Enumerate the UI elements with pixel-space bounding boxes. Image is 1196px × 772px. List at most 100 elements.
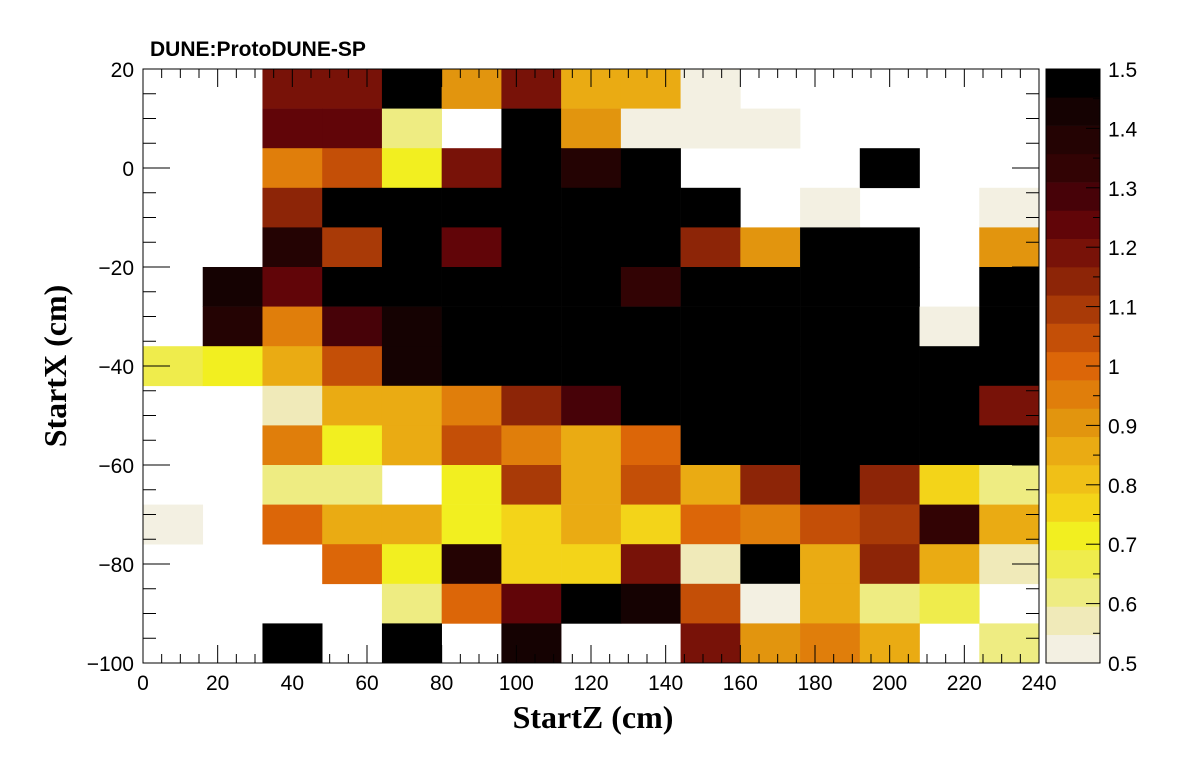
- heatmap-cell: [262, 108, 323, 149]
- heatmap-cell: [740, 108, 801, 149]
- heatmap-cell: [800, 187, 861, 228]
- heatmap-cell: [859, 385, 920, 426]
- heatmap-cell: [441, 187, 502, 228]
- color-scale-segment: [1046, 182, 1100, 211]
- heatmap-cell: [859, 227, 920, 268]
- heatmap-cell: [919, 385, 980, 426]
- heatmap-cell: [322, 504, 383, 545]
- heatmap-cell: [202, 346, 263, 387]
- heatmap-cell: [680, 544, 741, 585]
- heatmap-cell: [979, 187, 1040, 228]
- heatmap-cell: [561, 346, 622, 387]
- heatmap-cell: [441, 425, 502, 466]
- y-tick-label: −20: [98, 257, 134, 280]
- heatmap-cell: [262, 187, 323, 228]
- heatmap-cell: [441, 385, 502, 426]
- color-scale-segment: [1046, 493, 1100, 522]
- heatmap-cell: [202, 306, 263, 347]
- axis-ticks: [142, 68, 1040, 664]
- color-scale-label: 1.3: [1108, 178, 1137, 201]
- heatmap-cell: [800, 346, 861, 387]
- x-tick-label: 180: [797, 672, 832, 695]
- color-scale-segment: [1046, 125, 1100, 155]
- heatmap-cell: [800, 504, 861, 545]
- color-scale-segment: [1046, 521, 1100, 551]
- heatmap-cell: [381, 187, 442, 228]
- heatmap-cell: [620, 306, 681, 347]
- color-scale-label: 0.8: [1108, 475, 1137, 498]
- heatmap-cell: [740, 346, 801, 387]
- heatmap-cell: [381, 583, 442, 624]
- x-tick-label: 220: [947, 672, 982, 695]
- color-scale-segment: [1046, 295, 1100, 324]
- heatmap-cell: [561, 425, 622, 466]
- heatmap-cell: [441, 504, 502, 545]
- heatmap-cell: [322, 148, 383, 189]
- heatmap-cell: [859, 465, 920, 505]
- heatmap-cell: [501, 187, 562, 228]
- heatmap-cell: [501, 346, 562, 387]
- heatmap-cell: [441, 267, 502, 307]
- heatmap-cell: [561, 465, 622, 505]
- heatmap-cell: [561, 108, 622, 149]
- heatmap-cell: [979, 465, 1040, 505]
- heatmap-cell: [979, 425, 1040, 466]
- heatmap-cell: [620, 504, 681, 545]
- heatmap-cell: [979, 623, 1040, 664]
- heatmap-cell: [501, 108, 562, 149]
- heatmap-cell: [561, 306, 622, 347]
- color-scale-segment: [1046, 97, 1100, 126]
- heatmap-cell: [322, 346, 383, 387]
- heatmap-cell: [501, 583, 562, 624]
- heatmap-cell: [620, 267, 681, 307]
- heatmap-cell: [800, 544, 861, 585]
- heatmap-cell: [979, 227, 1040, 268]
- heatmap-cell: [800, 267, 861, 307]
- heatmap-cell: [262, 148, 323, 189]
- color-scale-label: 0.9: [1108, 415, 1137, 438]
- y-tick-label: 20: [111, 59, 134, 82]
- heatmap-cell: [680, 623, 741, 664]
- color-scale-label: 1.1: [1108, 297, 1137, 320]
- heatmap-cell: [859, 346, 920, 387]
- x-tick-label: 200: [872, 672, 907, 695]
- heatmap-cell: [143, 504, 204, 545]
- y-tick-label: −40: [98, 356, 134, 379]
- heatmap-cell: [919, 306, 980, 347]
- heatmap-cell: [919, 504, 980, 545]
- heatmap-cell: [381, 504, 442, 545]
- heatmap-cell: [859, 425, 920, 466]
- heatmap-cell: [740, 583, 801, 624]
- color-scale-segment: [1046, 549, 1100, 579]
- heatmap-cell: [859, 267, 920, 307]
- heatmap-cell: [441, 583, 502, 624]
- heatmap-cell: [680, 108, 741, 149]
- heatmap-cell: [919, 425, 980, 466]
- heatmap-cell: [680, 346, 741, 387]
- heatmap-cell: [381, 623, 442, 664]
- x-tick-label: 240: [1021, 672, 1056, 695]
- heatmap-cell: [800, 425, 861, 466]
- heatmap-cell: [322, 267, 383, 307]
- heatmap-cell: [441, 227, 502, 268]
- heatmap-cell: [740, 425, 801, 466]
- heatmap-cell: [919, 544, 980, 585]
- heatmap-cell: [620, 425, 681, 466]
- heatmap-cell: [680, 465, 741, 505]
- color-scale-segment: [1046, 238, 1100, 268]
- y-axis-title: StartX (cm): [37, 285, 73, 448]
- heatmap-cell: [561, 148, 622, 189]
- heatmap-cell: [680, 187, 741, 228]
- color-scale-label: 1.5: [1108, 59, 1137, 82]
- x-tick-label: 20: [206, 672, 229, 695]
- heatmap-cell: [322, 465, 383, 505]
- heatmap-cell: [620, 385, 681, 426]
- heatmap-cell: [322, 227, 383, 268]
- heatmap-cell: [322, 108, 383, 149]
- x-tick-label: 120: [573, 672, 608, 695]
- heatmap-cell: [441, 465, 502, 505]
- heatmap-cell: [262, 346, 323, 387]
- heatmap-cell: [381, 346, 442, 387]
- heatmap-cell: [381, 69, 442, 109]
